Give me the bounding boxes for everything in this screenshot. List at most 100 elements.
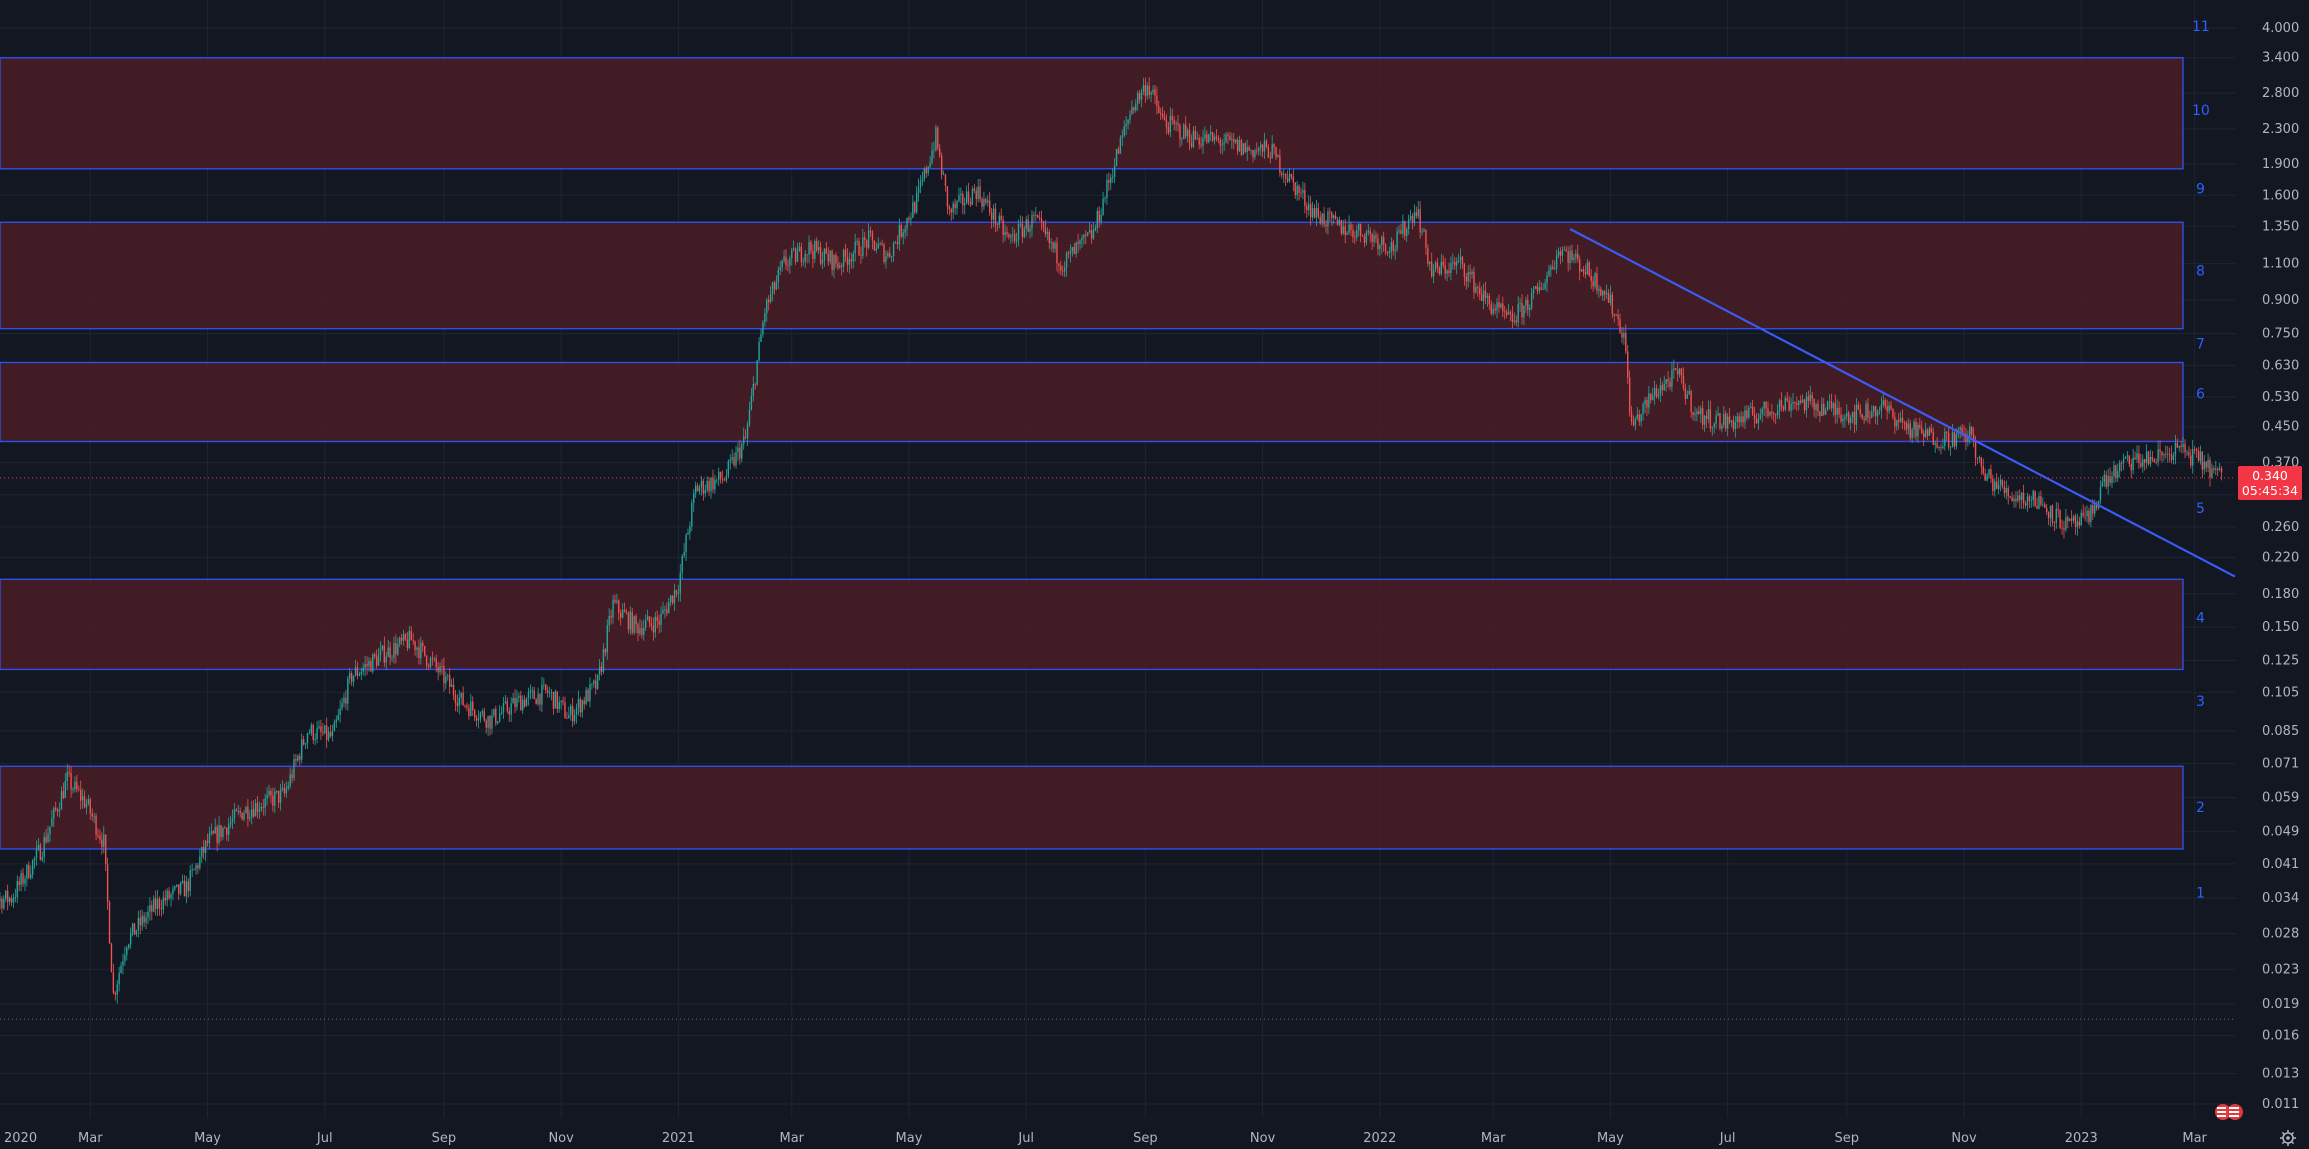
candle-body — [839, 265, 841, 268]
candle-body — [1930, 428, 1933, 433]
candle-body — [1678, 368, 1681, 375]
candle-body — [1997, 484, 2000, 490]
candle-body — [143, 915, 145, 923]
candle-body — [360, 671, 362, 675]
candle-body — [890, 255, 893, 257]
candle-body — [700, 480, 703, 488]
candle-body — [395, 643, 397, 655]
candle-body — [1728, 416, 1731, 423]
candle-body — [529, 690, 532, 693]
candle-body — [1494, 308, 1496, 311]
candle-body — [1580, 269, 1583, 272]
candle-body — [1826, 401, 1829, 410]
candle-body — [89, 799, 92, 814]
candle-body — [1396, 231, 1398, 250]
candle-body — [1913, 421, 1915, 430]
candle-body — [1965, 433, 1967, 442]
candle-body — [85, 803, 88, 808]
candlestick-series — [0, 77, 2223, 1004]
candle-body — [254, 802, 257, 817]
trendline[interactable] — [1569, 228, 2236, 578]
candle-body — [227, 824, 230, 835]
candle-body — [229, 822, 232, 825]
candle-body — [1060, 265, 1062, 271]
candle-body — [406, 639, 409, 649]
candle-body — [239, 810, 241, 813]
y-tick-label: 0.028 — [2262, 926, 2299, 941]
candle-body — [1538, 287, 1541, 291]
candle-body — [64, 781, 67, 798]
candle-body — [1776, 410, 1779, 416]
candle-body — [1834, 403, 1836, 415]
y-tick-label: 1.100 — [2262, 257, 2299, 272]
candle-body — [379, 649, 382, 655]
zone-box[interactable] — [0, 57, 2184, 170]
candle-body — [350, 673, 353, 682]
candle-body — [1565, 249, 1567, 252]
candle-body — [871, 232, 874, 241]
candle-body — [502, 703, 505, 713]
candle-body — [981, 199, 983, 207]
candle-body — [2120, 462, 2123, 464]
drawings[interactable] — [0, 228, 2236, 1020]
candle-body — [975, 190, 977, 199]
candle-body — [1874, 406, 1877, 417]
zone-box[interactable] — [0, 765, 2184, 850]
candle-body — [1365, 232, 1368, 243]
candle-body — [937, 127, 939, 149]
price-axis[interactable]: 4.000 3.400 2.800 2.300 1.900 1.600 1.350 1.100… — [2262, 21, 2299, 1112]
candle-body — [677, 592, 680, 594]
candle-body — [224, 827, 226, 829]
zone-box[interactable] — [0, 578, 2184, 671]
resistance-zones — [0, 57, 2184, 850]
candle-body — [441, 665, 443, 667]
candle-body — [498, 713, 501, 722]
candle-body — [606, 625, 608, 653]
candle-body — [883, 244, 885, 262]
candle-body — [1907, 423, 1909, 430]
candle-body — [1655, 388, 1658, 397]
candle-body — [946, 186, 949, 207]
settings-gear-icon[interactable] — [2280, 1130, 2296, 1146]
candle-body — [1505, 311, 1508, 315]
candle-body — [662, 609, 664, 614]
candle-body — [1650, 393, 1652, 401]
candle-body — [1921, 427, 1923, 434]
candle-body — [656, 616, 658, 622]
candle-body — [852, 253, 854, 262]
candle-body — [258, 809, 261, 812]
candle-body — [174, 886, 176, 889]
time-axis[interactable]: 2020 Mar May Jul Sep Nov 2021 Mar May Jul Sep Nov 20… — [4, 1131, 2208, 1146]
candle-body — [1540, 287, 1542, 290]
candle-body — [2044, 504, 2046, 509]
candle-body — [965, 191, 968, 204]
candle-body — [1667, 379, 1669, 382]
candle-body — [1532, 288, 1535, 294]
candle-body — [1698, 411, 1700, 414]
candle-body — [808, 241, 810, 255]
candle-body — [1648, 393, 1650, 408]
candle-body — [2082, 512, 2084, 516]
candle-body — [1717, 413, 1719, 416]
candle-body — [629, 611, 632, 630]
candle-body — [2136, 453, 2138, 460]
candle-body — [1507, 312, 1510, 315]
candle-body — [2036, 506, 2038, 509]
candle-body — [714, 479, 716, 490]
candle-body — [2151, 456, 2154, 460]
candle-body — [197, 865, 199, 869]
candle-body — [1588, 262, 1590, 276]
candle-body — [620, 612, 622, 618]
candle-body — [1884, 400, 1886, 407]
candle-body — [1302, 190, 1304, 193]
currency-flag-icon[interactable] — [2215, 1104, 2243, 1120]
candle-body — [1388, 252, 1391, 253]
candle-body — [366, 664, 368, 666]
candle-body — [2024, 503, 2027, 506]
candle-body — [208, 833, 211, 843]
zone-box[interactable] — [0, 361, 2184, 443]
candle-body — [160, 908, 163, 910]
candle-body — [385, 656, 387, 663]
candle-body — [988, 200, 991, 213]
